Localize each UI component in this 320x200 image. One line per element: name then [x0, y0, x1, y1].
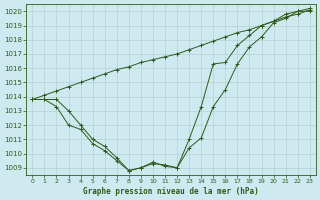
X-axis label: Graphe pression niveau de la mer (hPa): Graphe pression niveau de la mer (hPa): [83, 187, 259, 196]
